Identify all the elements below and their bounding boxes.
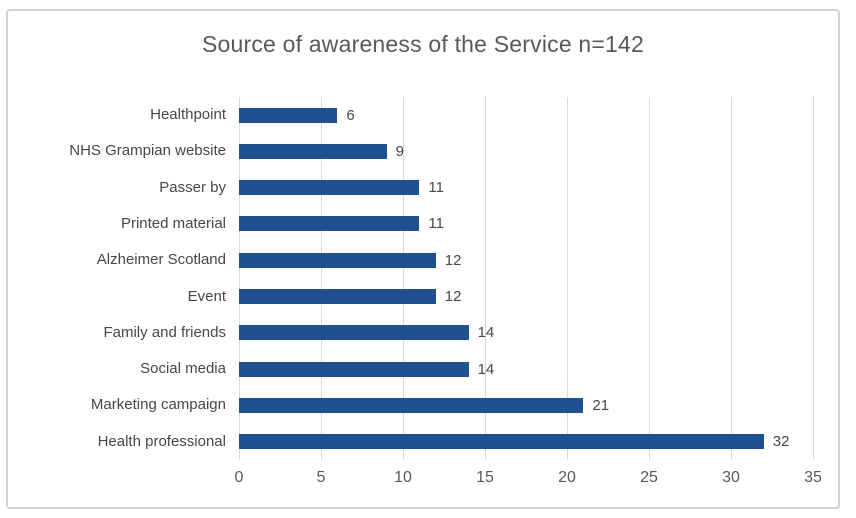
bar-row: 21 [239,387,813,423]
bar-row: 12 [239,279,813,315]
bar-row: 6 [239,97,813,133]
bar-row: 14 [239,351,813,387]
x-tick-label-30: 30 [722,469,740,486]
plot-area: 6 9 11 11 12 12 14 14 21 32 [239,97,814,460]
bar-alzheimer-scotland [239,252,436,268]
bar-social-media [239,361,469,377]
data-label: 11 [428,215,444,233]
category-label: Social media [140,360,226,378]
gridline-30 [731,97,732,460]
data-label: 9 [395,142,404,160]
bar-row: 14 [239,315,813,351]
bar-row: 9 [239,133,813,169]
bar-healthpoint [239,107,338,123]
bar-event [239,289,436,305]
x-tick-label-35: 35 [804,469,822,486]
x-tick-label-20: 20 [558,469,576,486]
chart-frame: Source of awareness of the Service n=142… [6,9,840,509]
gridline-25 [649,97,650,460]
x-tick-label-5: 5 [316,469,326,486]
bar-nhs-grampian-website [239,143,387,159]
gridline-0 [239,97,240,460]
bar-row: 11 [239,206,813,242]
gridline-10 [403,97,404,460]
x-tick-label-25: 25 [640,469,658,486]
category-label: Printed material [120,214,226,232]
data-label: 6 [346,106,355,124]
x-tick-label-10: 10 [394,469,412,486]
data-label: 11 [428,179,444,197]
category-label: Health professional [97,432,226,450]
gridline-20 [567,97,568,460]
data-label: 32 [772,433,790,451]
gridline-35 [813,97,814,460]
gridline-5 [321,97,322,460]
category-label: Healthpoint [150,106,226,123]
bar-family-and-friends [239,325,469,341]
bar-row: 32 [239,424,813,460]
data-label: 12 [444,251,462,269]
bar-passer-by [239,180,420,196]
x-tick-label-15: 15 [476,469,494,486]
bar-health-professional [239,434,764,450]
gridline-15 [485,97,486,460]
category-label: Family and friends [103,323,226,341]
bar-row: 12 [239,242,813,278]
data-label: 12 [444,288,462,306]
bar-row: 11 [239,170,813,206]
bar-printed-material [239,216,420,232]
data-label: 21 [592,396,610,414]
x-tick-label-0: 0 [234,469,244,486]
category-label: Event [187,287,226,305]
category-label: NHS Grampian website [69,142,226,160]
data-label: 14 [477,324,495,342]
category-label: Passer by [159,178,226,196]
chart-title: Source of awareness of the Service n=142 [201,31,645,57]
bar-marketing-campaign [239,397,584,413]
category-label: Alzheimer Scotland [96,251,226,269]
data-label: 14 [477,360,495,378]
category-label: Marketing campaign [90,396,226,414]
